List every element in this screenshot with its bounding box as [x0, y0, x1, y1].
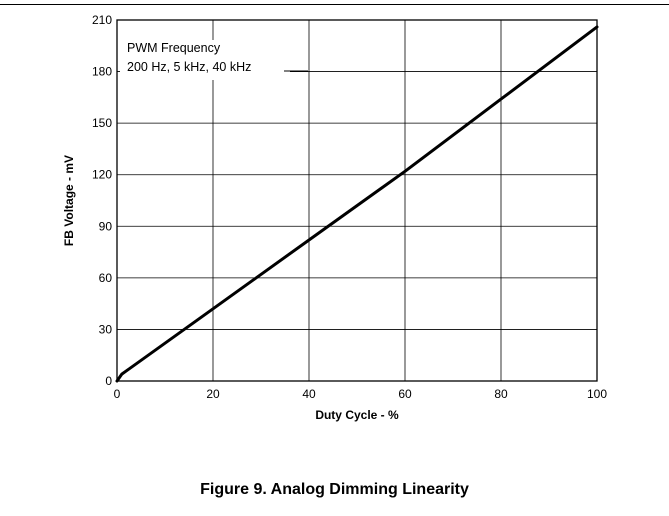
x-tick-label-0: 0 — [114, 387, 121, 401]
series-layer — [115, 25, 599, 383]
y-tick-label-150: 150 — [92, 116, 112, 130]
annotation-pwm-frequency: PWM Frequency — [127, 41, 221, 55]
line-chart: 0 20 40 60 80 100 0 30 60 90 120 150 180 210 PWM Freq… — [62, 13, 607, 422]
y-tick-label-120: 120 — [92, 168, 112, 182]
grid — [117, 20, 597, 381]
x-tick-label-40: 40 — [302, 387, 316, 401]
y-tick-label-60: 60 — [99, 271, 113, 285]
series-line-0 — [115, 25, 599, 383]
annotation-background — [120, 40, 290, 80]
y-tick-label-210: 210 — [92, 13, 112, 27]
tick-labels: 0 20 40 60 80 100 0 30 60 90 120 150 180 210 — [92, 13, 607, 401]
x-tick-label-100: 100 — [587, 387, 607, 401]
x-axis-title: Duty Cycle - % — [315, 408, 399, 422]
y-tick-label-30: 30 — [99, 322, 113, 336]
figure-caption: Figure 9. Analog Dimming Linearity — [200, 481, 469, 498]
y-axis-title: FB Voltage - mV — [62, 155, 76, 246]
x-tick-label-20: 20 — [206, 387, 220, 401]
annotation-frequencies: 200 Hz, 5 kHz, 40 kHz — [127, 60, 251, 74]
x-tick-label-60: 60 — [398, 387, 412, 401]
y-tick-label-90: 90 — [99, 219, 113, 233]
plot-frame — [116, 19, 598, 382]
y-tick-label-180: 180 — [92, 65, 112, 79]
y-tick-label-0: 0 — [105, 374, 112, 388]
x-tick-label-80: 80 — [494, 387, 508, 401]
top-rule — [0, 4, 669, 5]
